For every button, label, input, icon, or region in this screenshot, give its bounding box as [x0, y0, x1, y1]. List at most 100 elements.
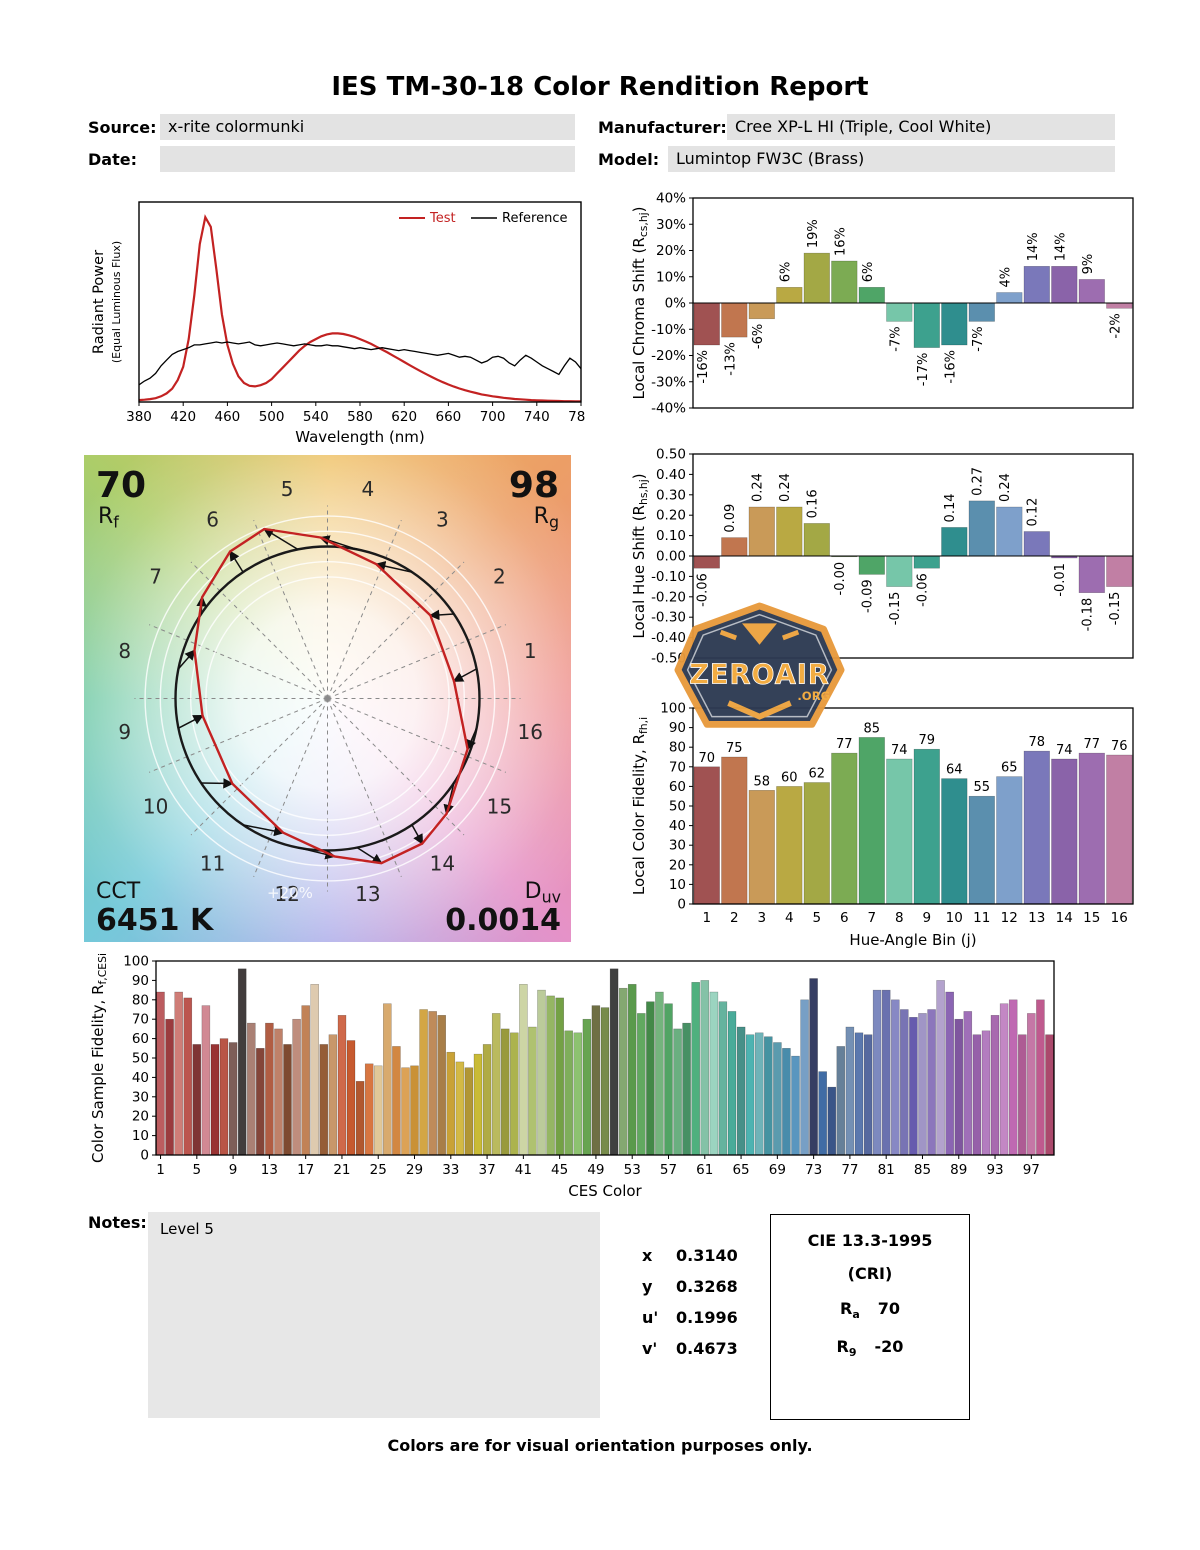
- ces_fidelity-x-axis: 1 5 9 13 17 21 25 29 33 37 41 45 49 53 57 61 65 69 73 77 81 8…: [156, 1155, 1040, 1178]
- svg-text:60: 60: [781, 770, 798, 785]
- svg-text:61: 61: [696, 1162, 713, 1178]
- svg-text:19%: 19%: [806, 219, 821, 248]
- bar-6: [831, 260, 858, 304]
- svg-text:0: 0: [140, 1148, 149, 1164]
- svg-text:70: 70: [698, 751, 715, 766]
- svg-text:8: 8: [895, 910, 904, 926]
- bar-92: [981, 1030, 991, 1156]
- spd-curve-test: [138, 214, 581, 403]
- svg-text:-0.20: -0.20: [651, 589, 686, 605]
- bar-8: [886, 555, 913, 587]
- svg-text:74: 74: [891, 743, 908, 758]
- svg-text:Rg: Rg: [534, 504, 559, 531]
- bar-29: [410, 1065, 419, 1156]
- svg-text:40%: 40%: [656, 191, 686, 207]
- svg-text:57: 57: [660, 1162, 677, 1178]
- bar-81: [881, 989, 891, 1156]
- bar-47: [573, 1032, 583, 1156]
- ces_fidelity-bars: [156, 968, 1054, 1156]
- bar-3: [748, 302, 775, 320]
- svg-text:77: 77: [836, 737, 853, 752]
- svg-text:78: 78: [1028, 735, 1045, 750]
- svg-text:0.10: 0.10: [656, 528, 686, 544]
- model-label: Model:: [598, 150, 660, 169]
- bar-23: [355, 1081, 365, 1156]
- bar-98: [1036, 999, 1045, 1156]
- svg-text:-7%: -7%: [888, 326, 903, 351]
- bar-12: [256, 1048, 265, 1156]
- svg-text:-20%: -20%: [651, 348, 686, 364]
- svg-text:21: 21: [333, 1162, 350, 1178]
- svg-text:5: 5: [281, 477, 294, 501]
- bar-10: [941, 778, 968, 905]
- bar-40: [510, 1032, 519, 1156]
- svg-text:500: 500: [259, 409, 285, 425]
- svg-text:80: 80: [132, 992, 149, 1008]
- bar-89: [954, 1018, 964, 1156]
- svg-text:0.16: 0.16: [806, 489, 821, 518]
- watermark-shield: [674, 602, 845, 728]
- bar-69: [773, 1042, 782, 1156]
- model-value: Lumintop FW3C (Brass): [668, 146, 1115, 172]
- svg-text:-40%: -40%: [651, 401, 686, 417]
- svg-text:10: 10: [946, 910, 963, 926]
- bar-31: [428, 1011, 437, 1156]
- bar-84: [909, 1017, 918, 1156]
- bar-12: [996, 776, 1023, 905]
- bar-73: [809, 978, 818, 1156]
- bar-11: [968, 302, 995, 322]
- svg-text:-0.18: -0.18: [1081, 598, 1096, 632]
- bar-53: [627, 984, 637, 1156]
- svg-text:6451 K: 6451 K: [96, 903, 215, 938]
- svg-text:70: 70: [132, 1012, 149, 1028]
- svg-text:5: 5: [812, 910, 821, 926]
- chromaticity-row-u: u' 0.1996: [642, 1308, 738, 1339]
- svg-text:Hue-Angle Bin (j): Hue-Angle Bin (j): [849, 931, 976, 949]
- bar-32: [437, 1015, 446, 1156]
- bar-24: [364, 1063, 374, 1156]
- bar-16: [292, 1018, 301, 1156]
- svg-text:6: 6: [840, 910, 849, 926]
- svg-text:4: 4: [361, 477, 374, 501]
- bar-9: [913, 748, 940, 905]
- svg-text:3: 3: [436, 508, 449, 532]
- date-value: [160, 146, 575, 172]
- bar-49: [591, 1005, 601, 1156]
- svg-text:0%: 0%: [665, 296, 687, 312]
- svg-text:77: 77: [841, 1162, 858, 1178]
- svg-text:9: 9: [118, 720, 131, 744]
- bar-83: [900, 1009, 909, 1156]
- bar-15: [1078, 752, 1105, 905]
- svg-text:0.14: 0.14: [943, 493, 958, 522]
- cvg-shift-arrows: [177, 528, 478, 864]
- date-label: Date:: [88, 150, 137, 169]
- bar-4: [776, 287, 803, 304]
- bar-50: [600, 1007, 610, 1156]
- svg-text:65: 65: [1001, 761, 1018, 776]
- svg-text:14%: 14%: [1026, 232, 1041, 261]
- svg-text:37: 37: [478, 1162, 495, 1178]
- svg-text:-0.06: -0.06: [916, 573, 931, 607]
- bar-82: [891, 999, 900, 1156]
- chroma_shift-bars: [693, 252, 1133, 348]
- bar-64: [727, 1011, 737, 1156]
- svg-text:62: 62: [808, 766, 825, 781]
- svg-text:4: 4: [785, 910, 794, 926]
- hue_shift-svg: 0.500.400.300.200.100.00-0.10-0.20-0.30-…: [630, 447, 1134, 667]
- svg-text:58: 58: [753, 774, 770, 789]
- report-title: IES TM-30-18 Color Rendition Report: [331, 72, 869, 102]
- svg-text:13: 13: [261, 1162, 278, 1178]
- svg-text:+20%: +20%: [267, 884, 313, 902]
- local-hue-shift-chart: 0.50 0.40 0.30 0.20 0.10 0.00 -0.10 -0.20 -0.30-…: [627, 446, 1139, 674]
- spd-x-axis: 380 420 460 500 540 580 620 660 700 740 780: [126, 402, 585, 425]
- spd-series: [138, 214, 582, 403]
- svg-text:89: 89: [950, 1162, 967, 1178]
- svg-text:-6%: -6%: [751, 324, 766, 349]
- svg-text:74: 74: [1056, 743, 1073, 758]
- bar-13: [1023, 750, 1050, 905]
- svg-text:Wavelength (nm): Wavelength (nm): [295, 428, 425, 445]
- svg-text:16: 16: [1111, 910, 1128, 926]
- bar-52: [618, 987, 628, 1156]
- bar-5: [803, 523, 830, 557]
- spd-plot-border: [138, 201, 582, 403]
